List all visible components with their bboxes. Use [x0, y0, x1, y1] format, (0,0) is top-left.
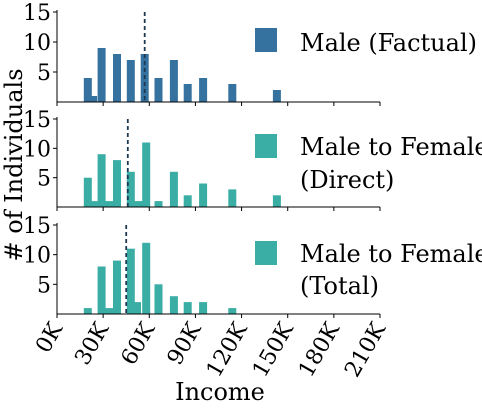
histogram-bar	[183, 195, 192, 207]
histogram-bar	[199, 302, 208, 314]
legend-label: Male to Female	[300, 133, 482, 161]
histogram-panel-1: 5 10 15 Male (Factual)	[23, 1, 477, 106]
histogram-bar	[83, 78, 92, 102]
x-tick-label: 150K	[248, 318, 299, 382]
histogram-bar	[113, 160, 121, 207]
histogram-bar	[169, 296, 178, 314]
histogram-bar	[183, 84, 192, 102]
x-tick-label: 210K	[340, 318, 391, 382]
x-tick-label: 60K	[117, 318, 161, 369]
histogram-bar	[105, 201, 114, 207]
histogram-bar	[126, 60, 135, 102]
histogram-bar	[272, 90, 281, 102]
histogram-bar	[83, 308, 92, 314]
x-axis-title: Income	[175, 378, 265, 406]
histogram-bar	[154, 284, 163, 314]
y-tick-label: 5	[37, 61, 51, 86]
legend-label: Male to Female	[300, 240, 482, 268]
histogram-bar	[199, 183, 208, 207]
x-tick-label: 0K	[31, 318, 68, 357]
histogram-bar	[113, 54, 121, 102]
x-tick-label: 90K	[163, 318, 207, 369]
y-tick-label: 10	[23, 31, 51, 56]
histogram-bar	[154, 201, 163, 207]
y-tick-label: 5	[37, 167, 51, 192]
histogram-bar	[83, 177, 92, 207]
histogram-bar	[97, 48, 106, 102]
histogram-bar	[133, 302, 141, 314]
y-tick-label: 15	[23, 108, 51, 133]
x-tick-label: 180K	[294, 318, 345, 382]
histogram-bar	[199, 78, 208, 102]
histogram-bar	[183, 302, 192, 314]
legend-label: Male (Factual)	[300, 29, 477, 57]
y-tick-label: 5	[37, 273, 51, 298]
y-tick-label: 10	[23, 137, 51, 162]
histogram-bar	[89, 201, 98, 207]
histogram-bar	[97, 266, 106, 314]
histogram-bar	[105, 308, 114, 314]
histogram-bar	[169, 60, 178, 102]
y-tick-label: 15	[23, 214, 51, 239]
y-tick-label: 10	[23, 244, 51, 269]
histogram-bar	[154, 78, 163, 102]
histogram-bar	[126, 171, 135, 207]
histogram-bar	[97, 154, 106, 207]
histogram-bar	[272, 195, 281, 207]
x-tick-label: 30K	[70, 318, 114, 369]
histogram-bar	[142, 242, 151, 314]
histogram-bar	[113, 260, 121, 314]
legend-swatch	[255, 134, 277, 158]
legend-swatch	[255, 241, 277, 265]
histogram-bar	[228, 189, 237, 207]
legend-swatch	[255, 28, 277, 52]
histogram-bar	[134, 201, 143, 207]
histogram-bar	[169, 171, 178, 207]
histogram-bar	[228, 308, 237, 314]
y-tick-label: 15	[23, 1, 51, 26]
y-axis-title: # of Individuals	[0, 68, 28, 261]
histogram-panel-3: 5 10 15 Male to Female (Total)	[23, 214, 482, 318]
histogram-bar	[126, 248, 135, 314]
legend-label: (Direct)	[300, 166, 394, 194]
histogram-bar	[228, 84, 237, 102]
histogram-bar	[142, 142, 151, 207]
x-tick-label: 120K	[202, 318, 253, 382]
histogram-bar	[89, 96, 98, 102]
histogram-panel-2: 5 10 15 Male to Female (Direct)	[23, 108, 482, 211]
legend-label: (Total)	[300, 272, 379, 300]
